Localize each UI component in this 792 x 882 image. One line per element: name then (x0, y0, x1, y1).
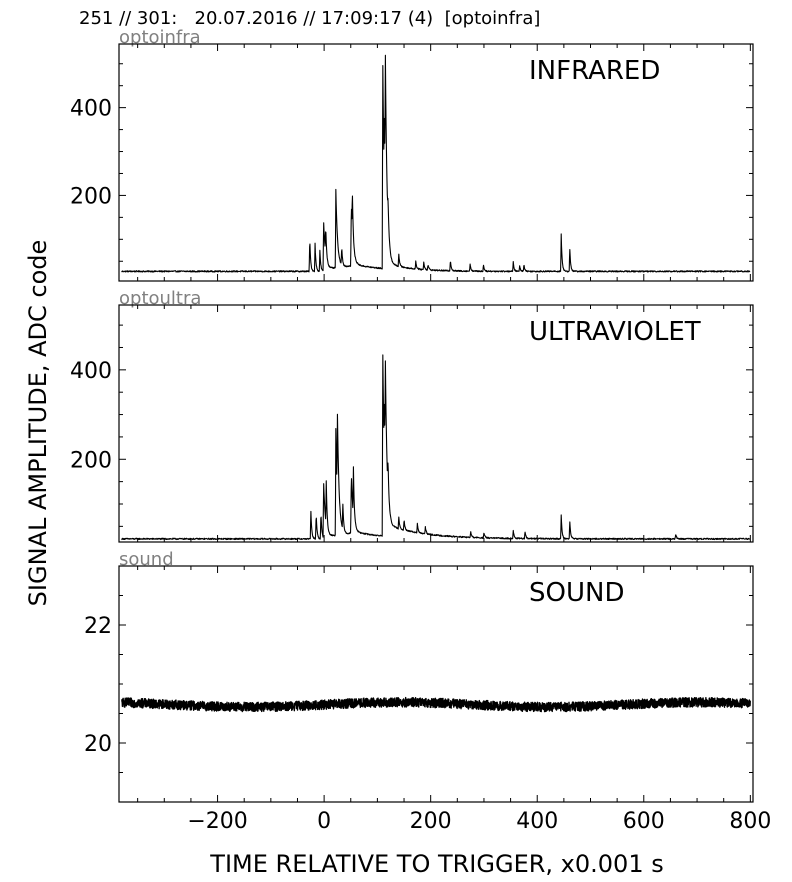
y-axis-label: SIGNAL AMPLITUDE, ADC code (24, 240, 52, 607)
x-tick-label: 400 (516, 809, 558, 834)
panel-title: INFRARED (529, 56, 660, 86)
y-tick-label: 400 (70, 97, 112, 122)
panel-optoinfra: optoinfra INFRARED 200 400 (70, 27, 754, 282)
y-tick-label: 400 (70, 359, 112, 384)
plot-frame (118, 565, 754, 803)
plot-frame (118, 304, 754, 543)
y-tick-label: 200 (70, 448, 112, 473)
channel-label: optoultra (119, 288, 201, 309)
panel-title: ULTRAVIOLET (529, 317, 701, 347)
x-tick-label: 800 (729, 809, 771, 834)
panel-optoultra: optoultra ULTRAVIOLET 200 400 (70, 288, 754, 543)
channel-label: optoinfra (119, 27, 201, 48)
panel-sound: sound SOUND 20 22 −200 0 200 400 600 800 (84, 549, 771, 834)
plot-frame (118, 43, 754, 282)
y-tick-label: 22 (84, 614, 112, 639)
x-tick-label: 0 (317, 809, 331, 834)
y-tick-label: 20 (84, 732, 112, 757)
x-tick-label: −200 (187, 809, 247, 834)
channel-label: sound (119, 549, 174, 570)
signal-trace (121, 696, 751, 713)
x-axis-label: TIME RELATIVE TO TRIGGER, x0.001 s (209, 850, 663, 878)
y-tick-label: 200 (70, 184, 112, 209)
x-tick-label: 200 (410, 809, 452, 834)
signal-trace (121, 354, 751, 541)
x-tick-label: 600 (623, 809, 665, 834)
panel-title: SOUND (529, 578, 624, 608)
figure-header: 251 // 301: 20.07.2016 // 17:09:17 (4) [… (79, 8, 541, 29)
signal-trace (121, 54, 751, 273)
